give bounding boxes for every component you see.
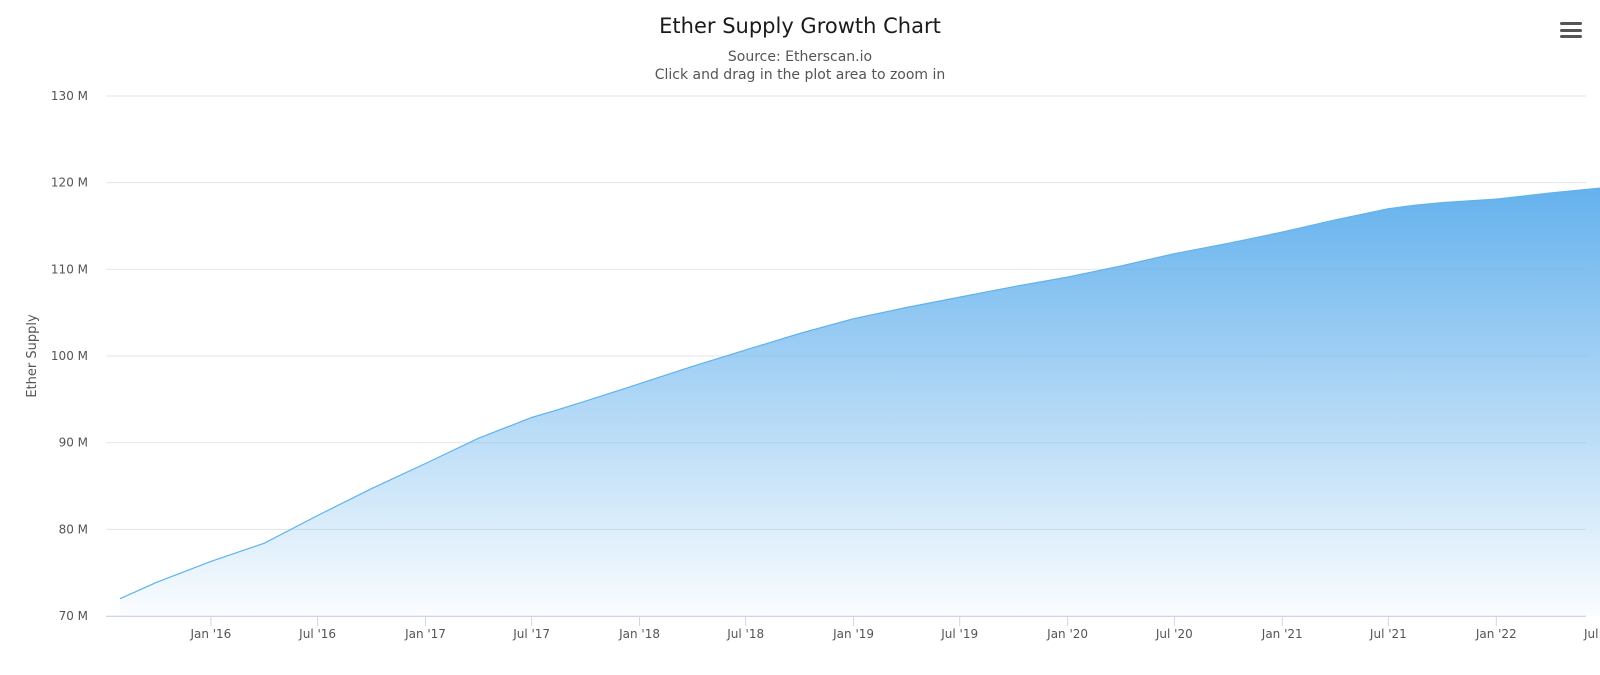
y-tick-label: 70 M <box>59 609 88 623</box>
y-tick-label: 80 M <box>59 522 88 536</box>
x-tick-label: Jul '16 <box>298 627 336 641</box>
y-tick-label: 100 M <box>51 349 88 363</box>
supply-area <box>120 188 1600 616</box>
x-tick-label: Jul '19 <box>940 627 978 641</box>
y-axis-title: Ether Supply <box>25 314 40 398</box>
x-tick-label: Jan '18 <box>618 627 660 641</box>
y-tick-label: 90 M <box>59 436 88 450</box>
chart-title: Ether Supply Growth Chart <box>659 14 941 38</box>
y-tick-label: 110 M <box>51 262 88 276</box>
y-tick-label: 130 M <box>51 89 88 103</box>
x-tick-label: Jan '21 <box>1261 627 1303 641</box>
x-tick-label: Jan '17 <box>404 627 446 641</box>
x-tick-label: Jan '20 <box>1046 627 1088 641</box>
x-tick-label: Jul '21 <box>1369 627 1407 641</box>
chart-subtitle-source: Source: Etherscan.io <box>727 49 873 65</box>
x-tick-label: Jul '17 <box>512 627 550 641</box>
chart-subtitle-hint: Click and drag in the plot area to zoom … <box>654 67 946 83</box>
x-tick-label: Jan '19 <box>832 627 874 641</box>
x-tick-label: Jul '18 <box>726 627 764 641</box>
x-tick-label: Jan '22 <box>1475 627 1517 641</box>
x-tick-label: Jan '16 <box>189 627 231 641</box>
x-tick-label: Jul '22 <box>1583 627 1600 641</box>
supply-line <box>119 187 1600 600</box>
x-tick-label: Jul '20 <box>1155 627 1193 641</box>
y-tick-label: 120 M <box>51 176 88 190</box>
hamburger-menu-icon[interactable] <box>1560 22 1582 42</box>
